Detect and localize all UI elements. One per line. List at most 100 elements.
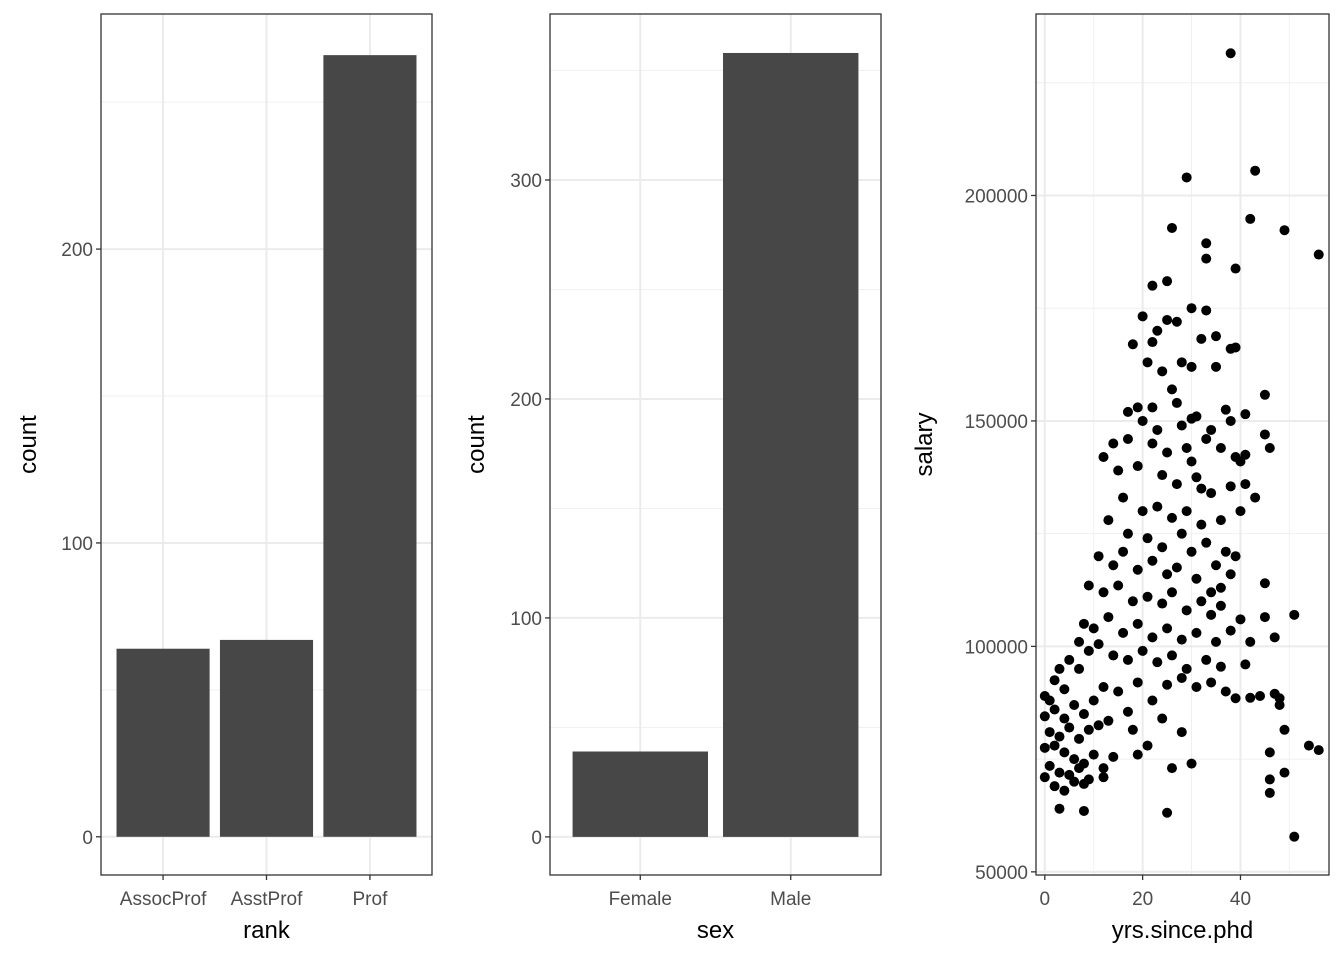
x-tick-label: 20	[1132, 889, 1153, 910]
bar-assocprof	[116, 648, 210, 837]
scatter-point	[1098, 772, 1109, 783]
scatter-point	[1069, 776, 1080, 787]
scatter-point	[1157, 542, 1168, 553]
scatter-point	[1259, 578, 1270, 589]
scatter-point	[1313, 745, 1324, 756]
scatter-point	[1176, 727, 1187, 738]
scatter-point	[1220, 404, 1231, 415]
scatter-point	[1088, 623, 1099, 634]
scatter-point	[1059, 747, 1070, 758]
y-axis-title: salary	[911, 412, 938, 476]
scatter-point	[1264, 774, 1275, 785]
scatter-point	[1113, 465, 1124, 476]
scatter-point	[1201, 654, 1212, 665]
scatter-point	[1206, 677, 1217, 688]
scatter-point	[1240, 449, 1251, 460]
scatter-point	[1191, 472, 1202, 483]
scatter-point	[1044, 760, 1055, 771]
scatter-point	[1259, 429, 1270, 440]
scatter-point	[1225, 48, 1236, 59]
scatter-point	[1269, 632, 1280, 643]
scatter-point	[1225, 625, 1236, 636]
scatter-point	[1049, 740, 1060, 751]
panel-2: 0 100 200 300 Female Male sex count	[463, 13, 882, 944]
scatter-point	[1147, 337, 1158, 348]
scatter-point	[1245, 692, 1256, 703]
scatter-point	[1093, 720, 1104, 731]
scatter-point	[1235, 506, 1246, 517]
scatter-point	[1132, 461, 1143, 472]
scatter-point	[1181, 506, 1192, 517]
y-tick-label: 150000	[965, 412, 1028, 433]
scatter-point	[1211, 636, 1222, 647]
scatter-point	[1108, 751, 1119, 762]
y-tick-label: 200000	[965, 186, 1028, 207]
bar-female	[572, 751, 708, 837]
scatter-point	[1074, 763, 1085, 774]
scatter-point	[1137, 311, 1148, 322]
scatter-point	[1162, 679, 1173, 690]
scatter-point	[1147, 695, 1158, 706]
scatter-point	[1088, 695, 1099, 706]
scatter-point	[1054, 731, 1065, 742]
scatter-point	[1162, 447, 1173, 458]
scatter-point	[1157, 366, 1168, 377]
scatter-point	[1230, 551, 1241, 562]
scatter-point	[1186, 303, 1197, 314]
scatter-point	[1147, 632, 1158, 643]
scatter-point	[1215, 600, 1226, 611]
y-tick-label: 100	[510, 609, 542, 630]
scatter-point	[1181, 442, 1192, 453]
scatter-point	[1122, 433, 1133, 444]
scatter-point	[1274, 700, 1285, 711]
scatter-point	[1225, 569, 1236, 580]
scatter-point	[1225, 343, 1236, 354]
scatter-point	[1127, 724, 1138, 735]
scatter-point	[1215, 661, 1226, 672]
scatter-point	[1176, 634, 1187, 645]
scatter-point	[1166, 763, 1177, 774]
scatter-point	[1162, 314, 1173, 325]
x-tick-label: Male	[770, 889, 811, 910]
scatter-point	[1191, 681, 1202, 692]
scatter-point	[1186, 413, 1197, 424]
scatter-point	[1259, 389, 1270, 400]
x-tick-label: AssocProf	[120, 889, 207, 910]
scatter-point	[1206, 488, 1217, 499]
scatter-point	[1215, 515, 1226, 526]
y-tick-label: 100000	[965, 637, 1028, 658]
scatter-point	[1166, 587, 1177, 598]
scatter-point	[1157, 713, 1168, 724]
scatter-point	[1191, 627, 1202, 638]
scatter-point	[1220, 546, 1231, 557]
y-tick-label: 0	[82, 828, 93, 849]
scatter-point	[1147, 555, 1158, 566]
scatter-point	[1064, 654, 1075, 665]
scatter-point	[1157, 470, 1168, 481]
scatter-point	[1132, 618, 1143, 629]
y-axis-title: count	[15, 415, 42, 474]
scatter-point	[1132, 402, 1143, 413]
y-tick-label: 300	[510, 171, 542, 192]
x-axis-title: sex	[697, 917, 734, 944]
scatter-point	[1186, 758, 1197, 769]
scatter-point	[1078, 805, 1089, 816]
x-axis-title: yrs.since.phd	[1112, 917, 1253, 944]
scatter-point	[1250, 492, 1261, 503]
scatter-point	[1147, 402, 1158, 413]
scatter-point	[1225, 415, 1236, 426]
scatter-point	[1250, 165, 1261, 176]
y-tick-label: 100	[61, 534, 93, 555]
panel-1: 0 100 200 AssocProf AsstProf Prof rank count	[15, 13, 433, 944]
bar-asstprof	[219, 639, 314, 837]
scatter-point	[1240, 409, 1251, 420]
scatter-point	[1122, 406, 1133, 417]
scatter-point	[1230, 693, 1241, 704]
scatter-point	[1069, 754, 1080, 765]
scatter-point	[1069, 700, 1080, 711]
scatter-point	[1132, 677, 1143, 688]
scatter-point	[1132, 564, 1143, 575]
scatter-point	[1142, 357, 1153, 368]
scatter-point	[1196, 596, 1207, 607]
scatter-point	[1303, 740, 1314, 751]
